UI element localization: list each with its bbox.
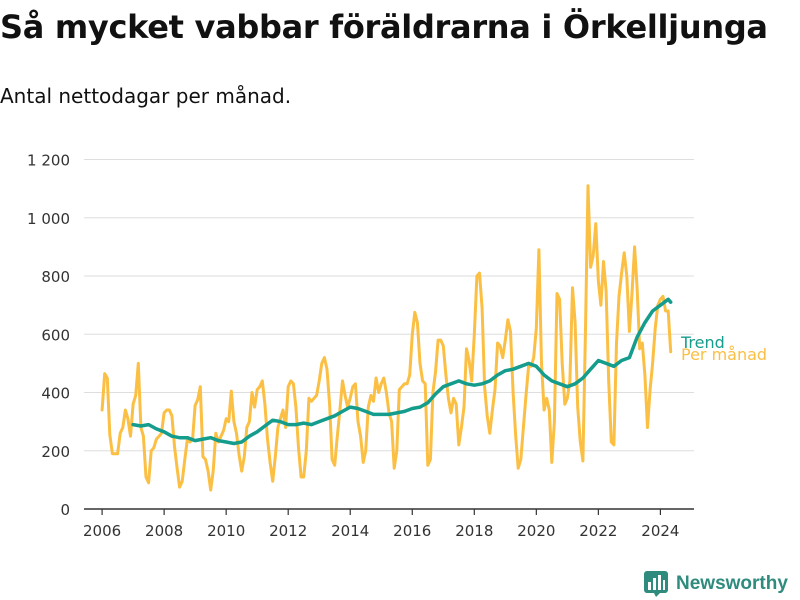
y-axis: 0 200 400 600 800 1 000 1 200 xyxy=(27,152,70,519)
chart-title: Så mycket vabbar föräldrarna i Örkelljun… xyxy=(0,8,768,46)
y-tick-label: 200 xyxy=(41,443,70,461)
x-tick-label: 2022 xyxy=(579,522,617,540)
y-tick-label: 1 200 xyxy=(27,152,70,170)
x-tick-label: 2010 xyxy=(207,522,245,540)
x-tick-label: 2014 xyxy=(331,522,369,540)
series-label-monthly: Per månad xyxy=(681,345,767,364)
series-label-trend: Trend xyxy=(680,333,725,352)
brand-name: Newsworthy xyxy=(676,573,788,594)
y-tick-label: 0 xyxy=(60,501,70,519)
series-line-monthly xyxy=(100,184,673,492)
y-tick-label: 400 xyxy=(41,385,70,403)
series-lines xyxy=(100,184,673,492)
chart-subtitle: Antal nettodagar per månad. xyxy=(0,84,292,108)
x-tick-label: 2008 xyxy=(145,522,183,540)
x-tick-label: 2016 xyxy=(393,522,431,540)
y-tick-label: 1 000 xyxy=(27,210,70,228)
newsworthy-logo[interactable]: Newsworthy xyxy=(644,569,788,599)
x-tick-label: 2020 xyxy=(517,522,555,540)
x-axis: 2006 2008 2010 2012 2014 2016 2018 2020 2022 2024 xyxy=(83,508,694,540)
x-tick-label: 2018 xyxy=(455,522,493,540)
y-tick-label: 800 xyxy=(41,268,70,286)
bar-chart-icon xyxy=(644,571,668,597)
x-tick-label: 2006 xyxy=(83,522,121,540)
x-tick-label: 2012 xyxy=(269,522,307,540)
x-tick-label: 2024 xyxy=(641,522,679,540)
y-tick-label: 600 xyxy=(41,326,70,344)
series-line-trend xyxy=(131,297,673,446)
